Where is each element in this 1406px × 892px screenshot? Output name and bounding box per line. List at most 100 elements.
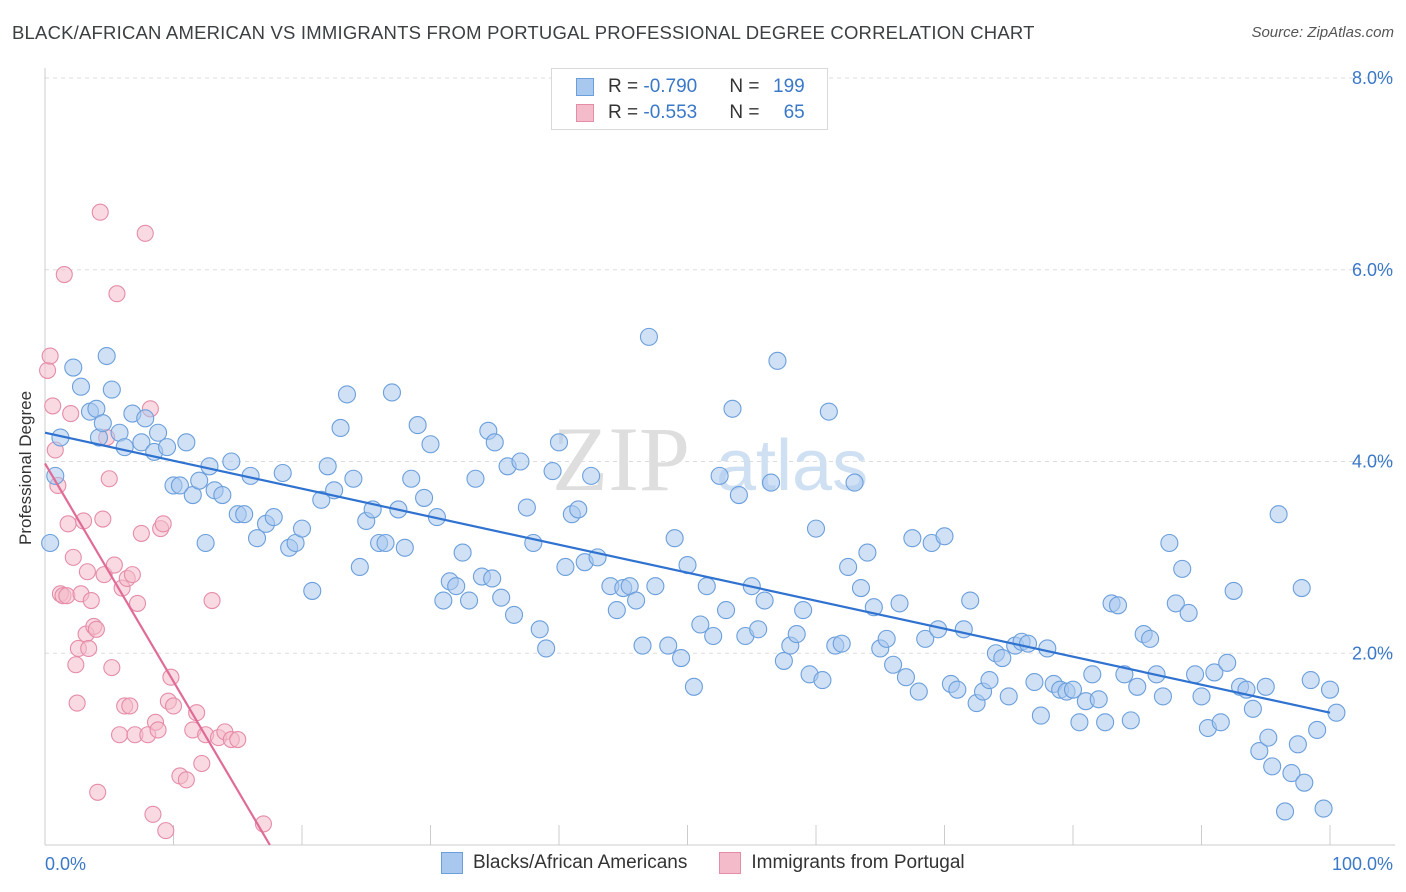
data-point-blacks (447, 577, 466, 596)
data-point-portugal (123, 566, 141, 584)
data-point-portugal (105, 556, 123, 574)
data-point-blacks (697, 577, 716, 596)
data-point-blacks (1192, 687, 1211, 706)
data-point-blacks (1038, 639, 1057, 658)
data-point-blacks (993, 648, 1012, 668)
data-point-blacks (755, 591, 774, 610)
correlation-legend: R = -0.790 N = 199 R = -0.553 N = 65 (551, 68, 828, 130)
data-point-blacks (691, 615, 710, 634)
legend-r-label: R = (608, 102, 644, 123)
data-point-blacks (190, 471, 209, 490)
data-point-blacks (627, 591, 646, 610)
data-point-blacks (999, 687, 1018, 706)
data-point-blacks (858, 543, 877, 562)
data-point-portugal (149, 721, 167, 739)
data-point-portugal (121, 697, 139, 715)
data-point-blacks (196, 533, 215, 553)
data-point-blacks (884, 655, 903, 674)
data-point-blacks (851, 579, 871, 598)
data-point-blacks (395, 538, 414, 557)
legend-item-portugal[interactable]: Immigrants from Portugal (719, 852, 965, 874)
data-point-blacks (376, 533, 395, 553)
data-point-blacks (1295, 773, 1314, 792)
data-point-portugal (82, 591, 100, 610)
legend-row-blacks: R = -0.790 N = 199 (576, 75, 805, 99)
data-point-blacks (1263, 757, 1282, 776)
series-blacks-african-americans (41, 327, 1346, 821)
data-point-blacks (158, 438, 177, 457)
legend-item-blacks[interactable]: Blacks/African Americans (441, 852, 687, 874)
data-point-blacks (64, 358, 83, 377)
data-point-blacks (1179, 603, 1198, 623)
data-point-portugal (87, 620, 105, 638)
data-point-blacks (1166, 594, 1185, 613)
x-tick-label-max: 100.0% (1332, 854, 1393, 874)
data-point-blacks (247, 529, 267, 548)
data-point-blacks (684, 677, 703, 696)
data-point-portugal (80, 639, 98, 658)
trend-lines (44, 431, 1331, 846)
data-point-blacks (1314, 799, 1333, 818)
tick-labels: 2.0% 4.0% 6.0% 8.0% 0.0% 100.0% (45, 68, 1393, 874)
data-point-blacks (1211, 713, 1230, 732)
data-point-blacks (774, 651, 793, 670)
data-point-blacks (1070, 713, 1089, 732)
data-point-blacks (337, 385, 357, 404)
legend-swatch-blue (441, 852, 463, 874)
data-point-blacks (1083, 665, 1102, 684)
data-point-blacks (1115, 665, 1134, 684)
watermark: ZIP atlas (552, 408, 868, 510)
data-point-blacks (222, 452, 241, 471)
legend-swatch-blue (576, 78, 594, 96)
data-point-blacks (1301, 671, 1320, 690)
data-point-blacks (1205, 663, 1224, 682)
data-point-blacks (1025, 672, 1044, 692)
y-tick-label: 2.0% (1352, 643, 1393, 663)
data-point-blacks (607, 601, 626, 620)
data-point-blacks (1288, 735, 1307, 754)
data-point-blacks (415, 488, 434, 507)
data-point-portugal (132, 524, 150, 542)
data-point-portugal (94, 510, 112, 528)
data-point-blacks (768, 351, 787, 370)
trend-line-portugal (44, 462, 271, 846)
data-point-blacks (102, 380, 121, 399)
data-point-portugal (154, 515, 172, 533)
legend-label: Immigrants from Portugal (751, 852, 965, 873)
legend-r-label: R = (608, 76, 644, 97)
data-point-blacks (806, 519, 826, 538)
data-point-blacks (504, 605, 524, 624)
data-point-portugal (62, 405, 80, 423)
data-point-blacks (896, 668, 916, 687)
data-point-blacks (877, 629, 896, 648)
data-point-blacks (485, 433, 504, 452)
gridlines (45, 77, 1395, 654)
series-legend: Blacks/African Americans Immigrants from… (441, 852, 997, 874)
data-point-blacks (549, 433, 569, 452)
data-point-blacks (453, 543, 472, 562)
data-point-blacks (832, 634, 851, 653)
data-point-blacks (149, 423, 168, 442)
data-point-blacks (845, 473, 864, 492)
legend-n-value: 199 (773, 76, 805, 97)
data-point-portugal (229, 730, 247, 749)
data-point-blacks (466, 469, 485, 488)
data-point-blacks (716, 601, 736, 620)
data-point-blacks (723, 399, 742, 418)
data-point-portugal (41, 347, 59, 365)
data-point-portugal (136, 224, 154, 242)
data-point-blacks (344, 469, 363, 488)
data-point-blacks (1218, 653, 1237, 672)
data-point-blacks (1250, 741, 1269, 761)
data-point-blacks (1243, 699, 1262, 718)
data-point-blacks (71, 377, 91, 396)
data-point-blacks (97, 346, 116, 366)
data-point-blacks (1275, 802, 1295, 821)
data-point-portugal (203, 591, 221, 610)
data-point-portugal (58, 587, 76, 605)
data-point-blacks (382, 383, 402, 402)
data-point-blacks (93, 414, 112, 433)
series-immigrants-from-portugal (39, 203, 273, 840)
data-point-portugal (91, 203, 109, 221)
